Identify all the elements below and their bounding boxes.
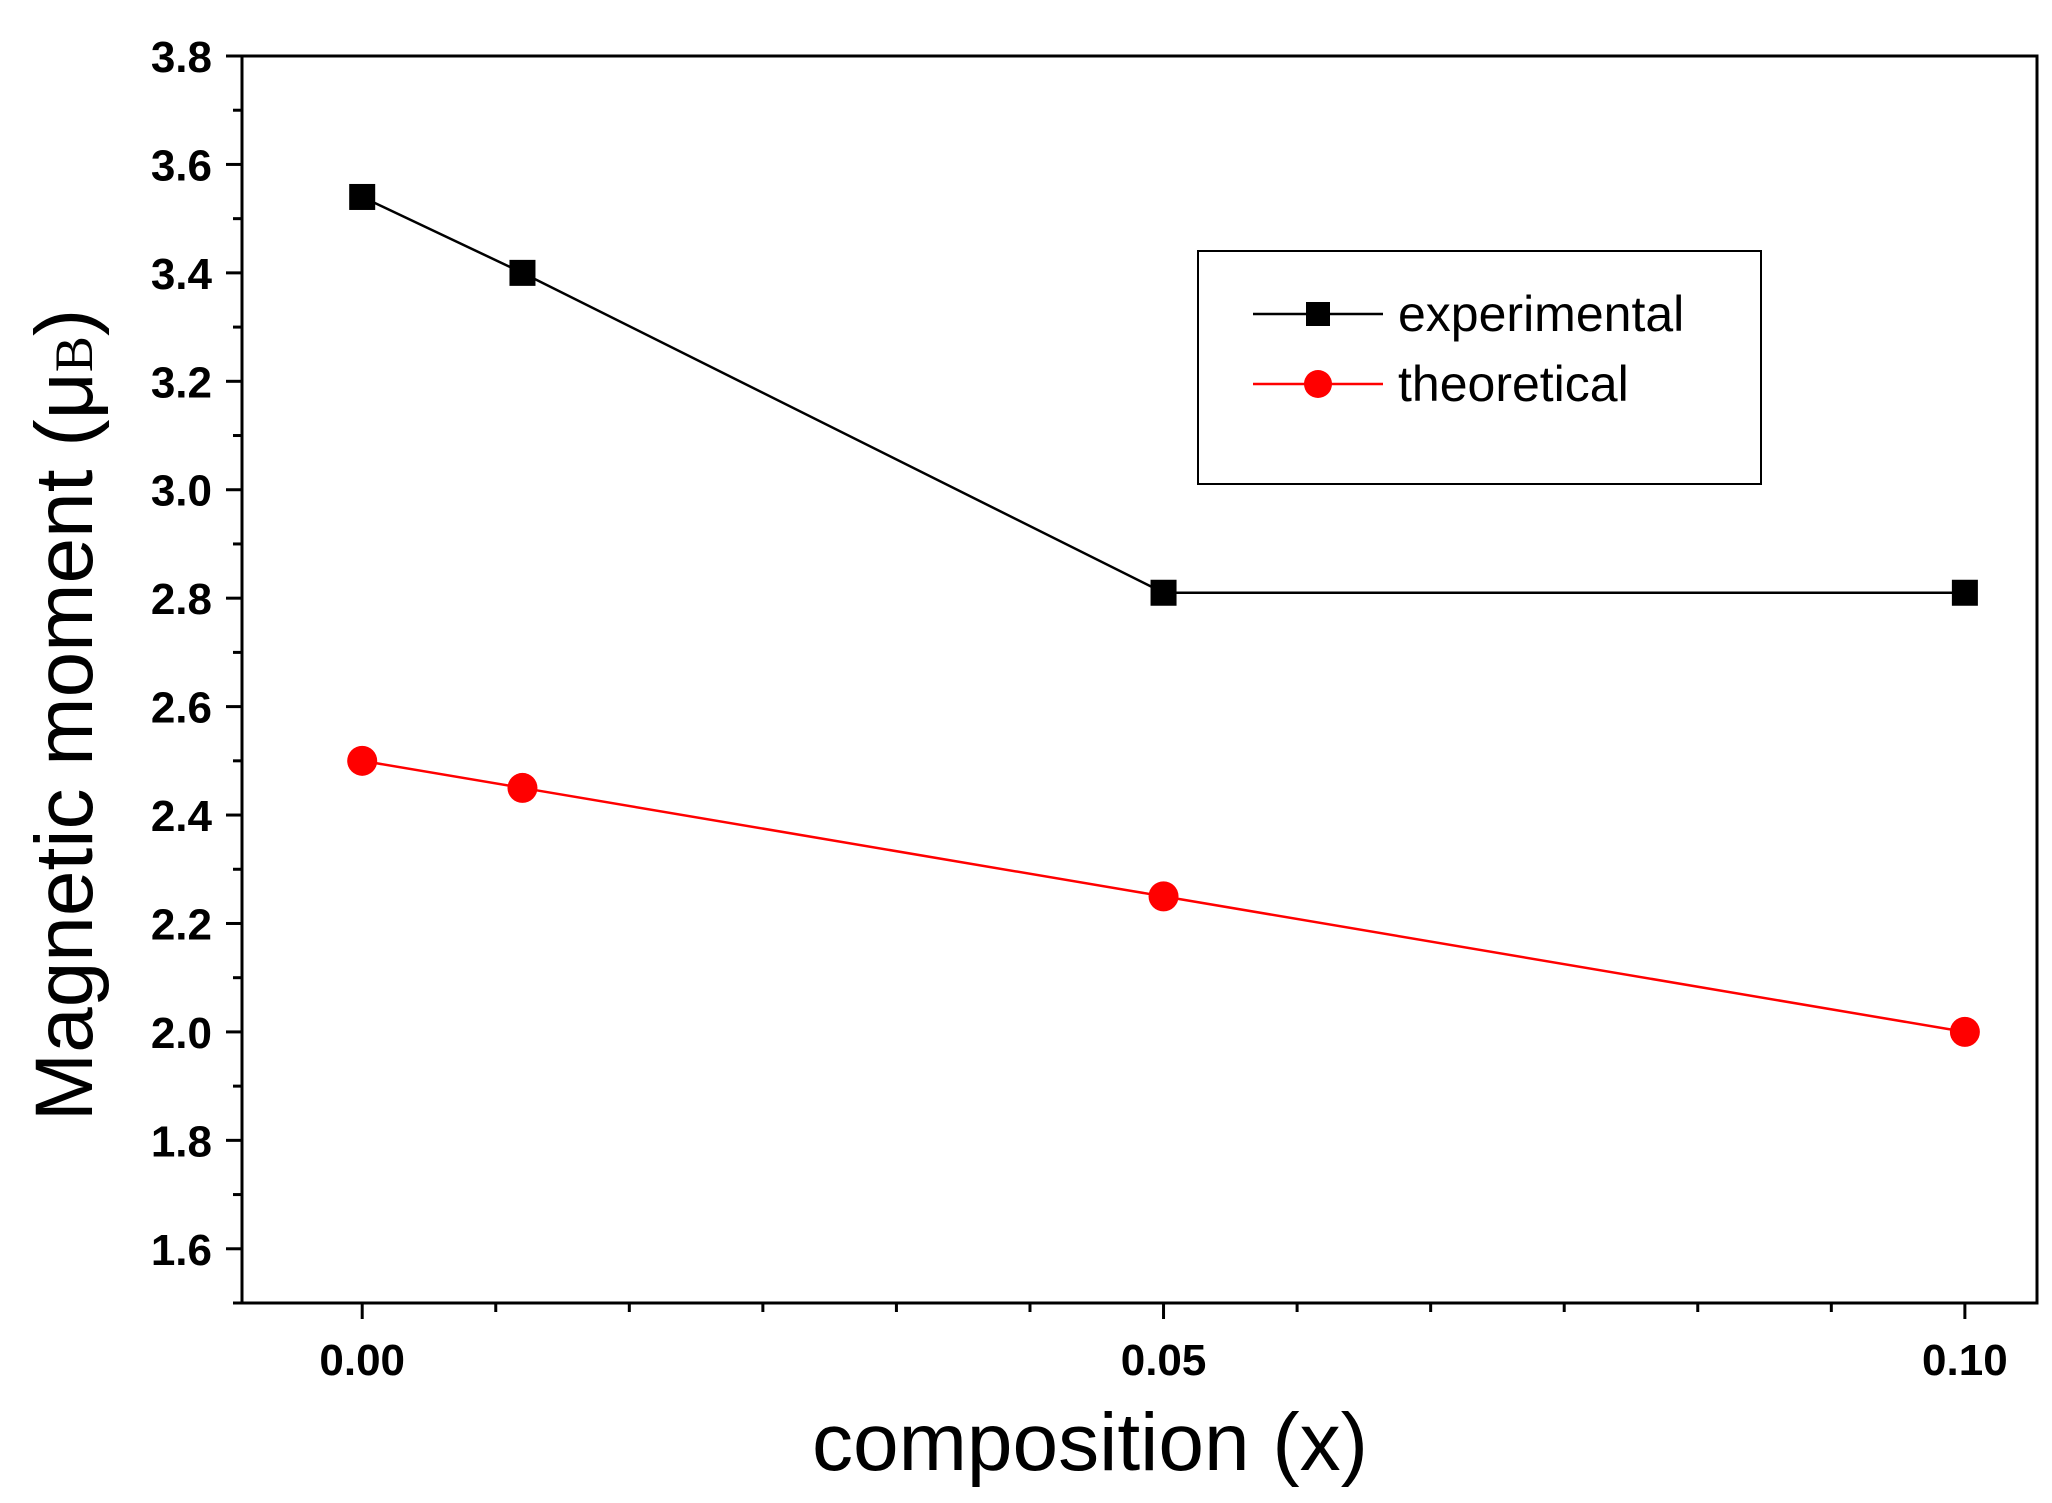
y-tick-label: 3.0 [151,467,212,516]
legend-label: experimental [1398,286,1684,342]
data-point-experimental [509,259,536,286]
y-tick-label: 1.6 [151,1226,212,1275]
legend: experimental theoretical [1197,250,1762,485]
x-tick-label: 0.00 [319,1336,405,1385]
data-point-experimental [1951,579,1978,606]
y-tick-label: 2.4 [151,792,213,841]
legend-label: theoretical [1398,356,1629,412]
y-tick-label: 2.2 [151,900,212,949]
plot-frame [240,54,2039,1305]
y-tick-label: 3.6 [151,141,212,190]
x-axis-title: composition (x) [812,1397,1368,1488]
x-tick-label: 0.05 [1121,1336,1207,1385]
y-tick-label: 3.4 [151,250,213,299]
data-point-experimental [349,183,376,210]
y-axis: 1.6 1.8 2.0 2.2 2.4 2.6 2.8 3.0 3.2 3.4 3.6 3.8 [151,33,242,1305]
data-point-theoretical [1949,1016,1980,1047]
series-theoretical [347,745,1980,1047]
y-tick-label: 1.8 [151,1117,212,1166]
x-tick-label: 0.10 [1922,1336,2008,1385]
data-point-experimental [1150,579,1177,606]
data-point-theoretical [1148,881,1179,912]
legend-box [1197,250,1762,485]
series-line-experimental [361,195,1965,595]
y-tick-label: 3.2 [151,358,212,407]
legend-item-theoretical: theoretical [1253,356,1629,412]
x-axis: 0.00 0.05 0.10 [319,1303,2008,1385]
y-tick-label: 3.8 [151,33,212,82]
plot-border [240,54,2039,1305]
data-point-theoretical [347,745,378,776]
legend-item-experimental: experimental [1253,286,1684,342]
data-point-theoretical [507,772,538,803]
y-tick-label: 2.8 [151,575,212,624]
y-tick-label: 2.0 [151,1009,212,1058]
series-experimental [349,183,1978,606]
y-tick-label: 2.6 [151,684,212,733]
series-line-theoretical [361,759,1966,1034]
y-axis-title: Magnetic moment (μB) [19,309,110,1121]
legend-marker [1304,370,1332,398]
legend-marker [1306,302,1330,326]
series-layer [347,183,1980,1047]
